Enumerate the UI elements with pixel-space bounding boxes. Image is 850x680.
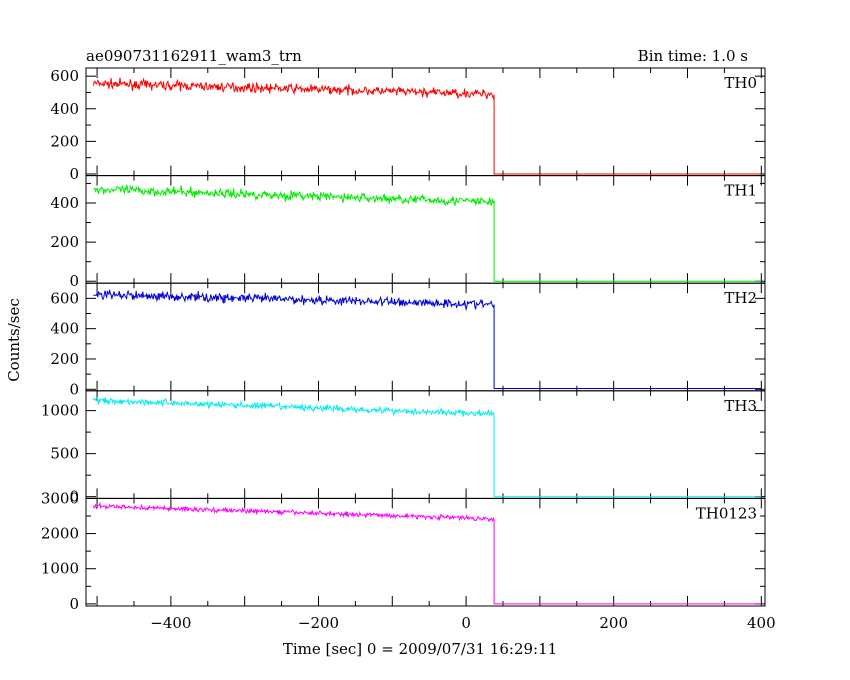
x-axis: −400 −200 0 200 400 <box>150 614 775 632</box>
y-axis-label: Counts/sec <box>5 298 23 382</box>
series-line-th0123 <box>92 501 762 605</box>
y-tick-label: 400 <box>50 320 79 338</box>
y-tick-label: 2000 <box>41 525 79 543</box>
x-axis-label: Time [sec] 0 = 2009/07/31 16:29:11 <box>283 640 557 658</box>
series-line-th2 <box>93 289 762 389</box>
panel-frame <box>85 497 766 607</box>
panel-label-th2: TH2 <box>724 289 757 307</box>
y-tick-label: 1000 <box>41 560 79 578</box>
panel-th1: 0 200 400 TH1 <box>50 175 766 290</box>
panels-group: 0 200 400 600 TH0 0 200 400 TH1 0 200 400 600 TH2 0 500… <box>41 67 766 613</box>
y-tick-label: 1000 <box>41 402 79 420</box>
x-tick-label: 400 <box>747 614 776 632</box>
y-tick-label: 400 <box>50 100 79 118</box>
x-tick-label: 200 <box>599 614 628 632</box>
y-tick-label: 200 <box>50 132 79 150</box>
y-tick-label: 0 <box>69 488 79 506</box>
chart-title: ae090731162911_wam3_trn <box>86 47 302 65</box>
y-tick-label: 600 <box>50 289 79 307</box>
y-tick-label: 200 <box>50 350 79 368</box>
y-tick-label: 0 <box>69 380 79 398</box>
panel-th3: 0 500 1000 TH3 <box>41 390 766 506</box>
y-tick-label: 600 <box>50 67 79 85</box>
panel-label-th1: TH1 <box>724 182 757 200</box>
series-line-th0 <box>92 77 762 175</box>
y-tick-label: 200 <box>50 233 79 251</box>
series-line-th1 <box>93 184 762 282</box>
panel-label-th3: TH3 <box>724 397 757 415</box>
y-tick-label: 400 <box>50 194 79 212</box>
x-tick-label: −400 <box>150 614 191 632</box>
y-tick-label: 500 <box>50 445 79 463</box>
panel-frame <box>85 67 766 177</box>
y-tick-label: 0 <box>69 595 79 613</box>
y-tick-label: 0 <box>69 165 79 183</box>
x-tick-label: −200 <box>298 614 339 632</box>
series-line-th3 <box>92 397 762 498</box>
panel-th2: 0 200 400 600 TH2 <box>50 282 766 398</box>
panel-label-th0: TH0 <box>724 74 757 92</box>
panel-label-th0123: TH0123 <box>696 504 757 522</box>
y-tick-label: 0 <box>69 272 79 290</box>
panel-th0123: 0 1000 2000 3000 TH0123 <box>41 489 766 613</box>
panel-frame <box>85 390 766 499</box>
x-tick-label: 0 <box>461 614 471 632</box>
y-tick-label: 3000 <box>41 489 79 507</box>
panel-th0: 0 200 400 600 TH0 <box>50 67 766 183</box>
bin-time-label: Bin time: 1.0 s <box>638 47 748 65</box>
